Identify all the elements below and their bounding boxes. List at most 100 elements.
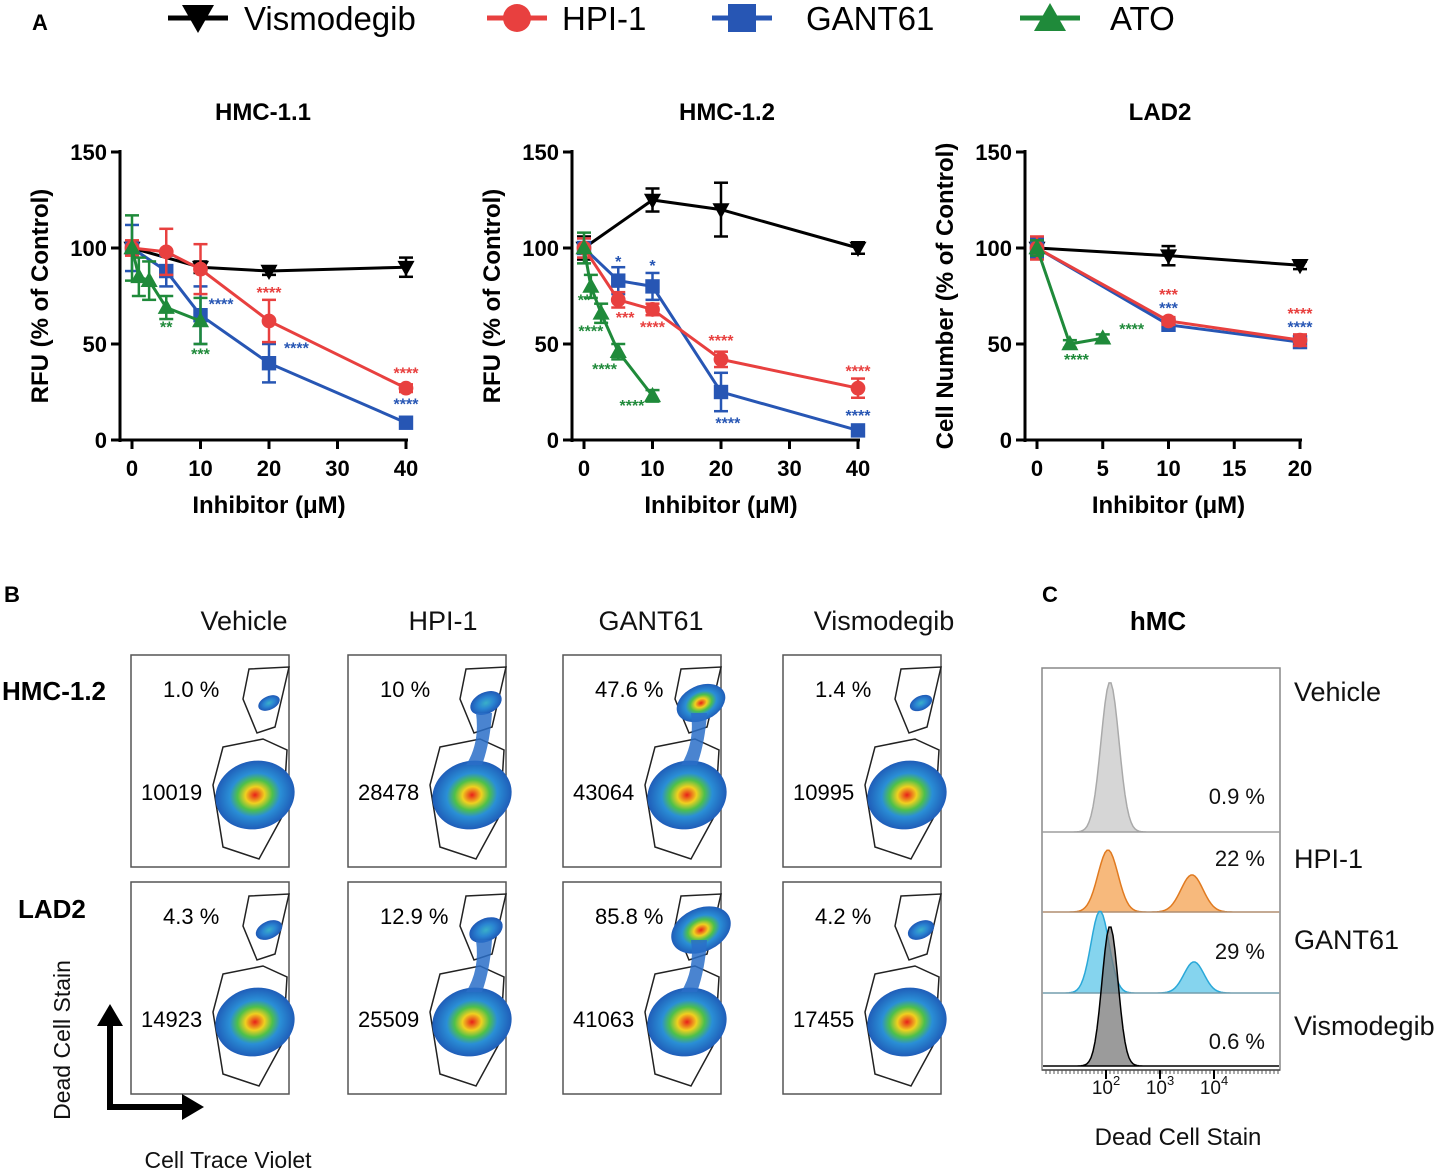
significance-label: *** — [1159, 300, 1178, 317]
histogram-tick-label: 103 — [1146, 1073, 1174, 1099]
data-point — [1291, 258, 1309, 275]
chart-title: LAD2 — [1129, 99, 1192, 126]
series-hpi-1 — [1029, 235, 1308, 348]
flow-plot-lad2-hpi-1: 12.9 % 25509 — [347, 881, 512, 1095]
significance-label: ** — [578, 293, 591, 310]
dead-cell-gate — [894, 893, 942, 961]
data-point — [398, 380, 414, 396]
transition-density — [681, 713, 707, 765]
chart-hmc-1-1: HMC-1.1 0 50 100 150 0 10 20 30 40 Inhibitor (μM) R… — [27, 99, 419, 519]
live-cell-count: 43064 — [573, 780, 634, 805]
dead-cell-percent: 12.9 % — [380, 904, 449, 929]
histogram-percent: 29 % — [1215, 939, 1265, 964]
data-point — [1159, 249, 1178, 265]
significance-label: **** — [1288, 306, 1314, 323]
histogram-title: hMC — [1130, 606, 1187, 636]
dead-population-density — [676, 683, 726, 723]
data-point — [1028, 239, 1046, 255]
data-point — [1161, 313, 1176, 329]
flow-axes-indicator: Dead Cell Stain Cell Trace Violet — [49, 960, 312, 1172]
x-axis-label: Inhibitor (μM) — [644, 492, 797, 519]
dead-population-density — [469, 917, 503, 943]
y-tick-label: 100 — [975, 236, 1012, 261]
live-cell-count: 10019 — [141, 780, 202, 805]
histogram-x-axis-label: Dead Cell Stain — [1095, 1124, 1262, 1151]
data-point — [712, 203, 730, 219]
x-tick-label: 20 — [257, 456, 281, 481]
panel-label-b: B — [4, 582, 20, 607]
significance-label: **** — [578, 323, 604, 340]
significance-label: **** — [709, 333, 735, 350]
significance-label: **** — [1288, 319, 1314, 336]
data-point — [191, 311, 210, 328]
legend-item-hpi1: HPI-1 — [487, 0, 646, 37]
data-point — [1292, 332, 1308, 348]
series-line — [1035, 247, 1104, 346]
y-tick-label: 0 — [95, 428, 107, 453]
significance-label: **** — [619, 398, 645, 415]
dead-cell-gate — [242, 666, 290, 734]
series-vismodegib — [575, 181, 867, 261]
y-tick-label: 50 — [988, 332, 1012, 357]
data-point — [575, 239, 593, 255]
data-point — [645, 302, 660, 317]
data-point — [645, 279, 660, 294]
histogram-label: Vismodegib — [1294, 1011, 1435, 1041]
histogram-label: Vehicle — [1294, 677, 1381, 707]
live-cell-count: 25509 — [358, 1007, 419, 1032]
y-tick-label: 100 — [522, 236, 559, 261]
flow-column-header: Vismodegib — [814, 606, 955, 636]
live-population-density — [867, 760, 947, 830]
x-tick-label: 30 — [325, 456, 349, 481]
significance-label: **** — [715, 415, 741, 432]
significance-label: **** — [209, 296, 235, 313]
transition-density — [466, 940, 492, 992]
dead-population-density — [671, 906, 731, 954]
flow-plot-lad2-vismodegib: 4.2 % 17455 — [782, 881, 947, 1095]
flow-plot-hmc-1-2-vehicle: 1.0 % 10019 — [130, 654, 295, 868]
dead-population-density — [470, 691, 502, 715]
y-tick-label: 0 — [547, 428, 559, 453]
x-tick-label: 15 — [1222, 456, 1246, 481]
live-population-density — [215, 987, 295, 1057]
dead-population-density — [909, 694, 933, 712]
significance-label: *** — [1159, 287, 1178, 304]
flow-column-header: HPI-1 — [408, 606, 477, 636]
histogram-traces — [1042, 682, 1280, 1071]
y-tick-label: 0 — [1000, 428, 1012, 453]
live-cell-count: 28478 — [358, 780, 419, 805]
data-point — [130, 267, 148, 284]
y-tick-label: 150 — [975, 140, 1012, 165]
histogram-tick-label: 102 — [1092, 1073, 1120, 1099]
live-cell-count: 14923 — [141, 1007, 202, 1032]
live-cell-count: 17455 — [793, 1007, 854, 1032]
y-tick-label: 150 — [522, 140, 559, 165]
chart-hmc-1-2: HMC-1.2 0 50 100 150 0 10 20 30 40 Inhibitor (μM) R… — [479, 99, 871, 519]
data-point — [1061, 335, 1079, 351]
live-population-density — [432, 760, 512, 830]
x-tick-label: 10 — [640, 456, 664, 481]
significance-label: **** — [640, 319, 666, 336]
flow-x-axis-label: Cell Trace Violet — [144, 1147, 312, 1172]
dead-cell-percent: 4.2 % — [815, 904, 871, 929]
histogram-ticks — [1045, 1070, 1279, 1079]
y-tick-label: 100 — [70, 236, 107, 261]
data-point — [261, 356, 277, 371]
live-population-density — [215, 760, 295, 830]
data-point — [1094, 329, 1112, 345]
arrow-right-icon — [182, 1094, 204, 1120]
legend-label-ato: ATO — [1110, 0, 1175, 37]
data-point — [610, 292, 626, 308]
legend-item-vismodegib: Vismodegib — [168, 0, 416, 37]
dead-population-density — [255, 920, 283, 940]
legend-item-gant61: GANT61 — [712, 0, 934, 37]
y-axis-label: RFU (% of Control) — [479, 189, 506, 404]
significance-label: *** — [616, 310, 635, 327]
histogram-trace-vehicle — [1043, 682, 1279, 833]
dead-cell-gate — [674, 666, 722, 734]
significance-label: **** — [394, 366, 420, 383]
series-line — [583, 198, 859, 250]
flow-y-axis-label: Dead Cell Stain — [49, 960, 75, 1120]
y-tick-label: 50 — [83, 332, 107, 357]
